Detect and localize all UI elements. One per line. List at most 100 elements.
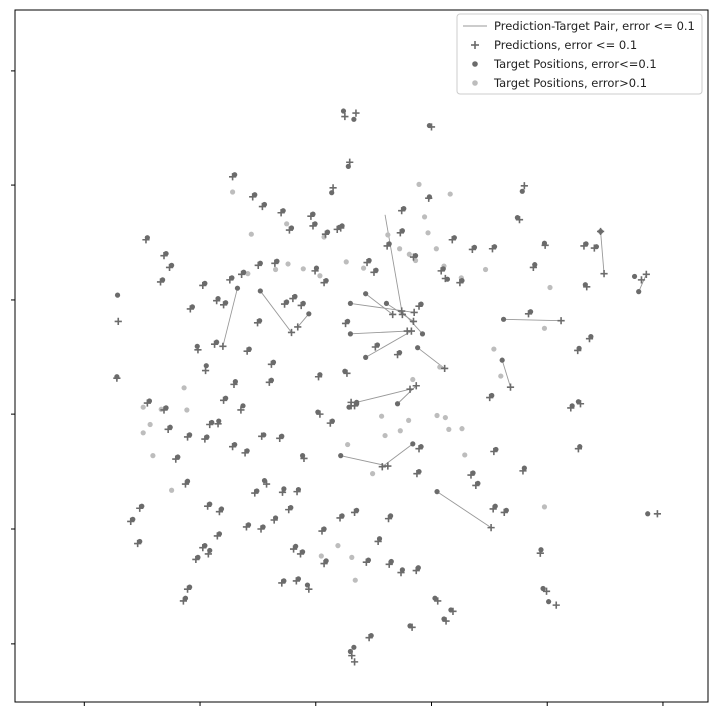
target-point-high-error — [318, 553, 324, 559]
target-point-low-error — [347, 331, 354, 337]
target-point-high-error — [462, 452, 468, 458]
pair-line — [501, 360, 511, 388]
target-point-high-error — [184, 407, 190, 413]
prediction-point — [348, 652, 356, 660]
prediction-point — [219, 301, 228, 309]
target-point-high-error — [147, 421, 153, 428]
target-point-high-error — [360, 265, 367, 271]
prediction-point — [341, 319, 350, 328]
target-point-low-error — [351, 644, 357, 650]
pair-line — [365, 293, 393, 315]
target-point-high-error — [434, 412, 440, 419]
prediction-point — [289, 545, 298, 553]
pair-line — [638, 274, 647, 292]
prediction-point — [253, 319, 262, 327]
prediction-point — [500, 508, 508, 516]
prediction-point — [215, 508, 224, 516]
target-point-high-error — [285, 261, 291, 267]
prediction-point — [468, 245, 476, 254]
target-point-high-error — [446, 426, 452, 432]
prediction-point — [363, 258, 371, 267]
prediction-point — [311, 267, 319, 275]
prediction-point — [329, 184, 337, 192]
target-point-low-error — [351, 116, 357, 122]
prediction-point — [637, 276, 646, 284]
target-point-high-error — [482, 266, 489, 273]
prediction-point — [309, 222, 317, 230]
prediction-point — [580, 242, 588, 250]
prediction-point — [590, 244, 598, 252]
pair-line — [436, 491, 492, 528]
prediction-point — [350, 508, 359, 516]
prediction-point — [383, 242, 391, 250]
target-point-high-error — [230, 189, 236, 195]
prediction-point — [519, 467, 527, 475]
prediction-point — [490, 447, 498, 456]
prediction-point — [186, 305, 194, 313]
prediction-point — [350, 402, 359, 410]
prediction-point — [374, 537, 382, 546]
prediction-point — [337, 224, 345, 232]
prediction-point — [318, 527, 326, 535]
prediction-point — [341, 112, 349, 121]
prediction-point — [192, 555, 200, 564]
target-point-low-error — [432, 595, 438, 601]
prediction-point — [201, 435, 209, 443]
prediction-point — [506, 383, 515, 391]
prediction-point — [398, 207, 406, 215]
prediction-point — [229, 443, 237, 451]
prediction-point — [262, 480, 271, 488]
prediction-point — [427, 123, 436, 131]
target-point-low-error — [306, 311, 312, 317]
prediction-point — [385, 560, 393, 568]
prediction-point — [294, 323, 302, 331]
prediction-point — [574, 445, 583, 453]
target-point-high-error — [397, 246, 403, 252]
target-point-high-error — [335, 543, 341, 549]
legend-box — [456, 13, 703, 95]
prediction-point — [600, 270, 608, 278]
prediction-point — [396, 229, 404, 237]
prediction-point — [489, 505, 497, 513]
prediction-point — [292, 577, 300, 585]
prediction-point — [415, 445, 423, 453]
prediction-point — [653, 510, 662, 518]
target-point-high-error — [382, 432, 388, 439]
prediction-point — [576, 400, 585, 408]
prediction-point — [160, 252, 168, 260]
prediction-point — [343, 369, 351, 377]
prediction-point — [242, 523, 251, 531]
target-point-high-error — [416, 181, 422, 187]
prediction-point — [536, 549, 544, 557]
target-point-low-error — [434, 489, 440, 495]
prediction-point — [183, 433, 192, 441]
prediction-point — [541, 241, 549, 249]
target-point-high-error — [498, 373, 504, 379]
prediction-point — [219, 396, 228, 404]
target-point-low-error — [340, 108, 347, 114]
pair-line — [259, 290, 292, 333]
prediction-point — [210, 340, 219, 348]
prediction-point — [407, 327, 415, 335]
target-point-high-error — [447, 191, 453, 197]
prediction-point — [336, 514, 344, 522]
legend-light-dot-marker — [472, 80, 478, 86]
target-point-high-error — [300, 266, 306, 272]
pair-line — [600, 231, 605, 274]
prediction-point — [410, 308, 418, 317]
prediction-point — [241, 449, 249, 457]
legend-plus-marker — [471, 41, 479, 49]
target-point-high-error — [352, 577, 358, 583]
target-point-high-error — [459, 426, 465, 432]
prediction-point — [378, 463, 386, 471]
prediction-point — [270, 516, 278, 524]
prediction-point — [441, 274, 449, 283]
target-point-high-error — [181, 385, 187, 391]
prediction-point — [567, 404, 575, 412]
prediction-point — [347, 398, 355, 406]
target-point-high-error — [541, 504, 548, 510]
target-point-high-error — [245, 271, 251, 277]
target-point-low-error — [363, 354, 369, 360]
prediction-point — [206, 420, 214, 429]
prediction-point — [165, 263, 174, 272]
